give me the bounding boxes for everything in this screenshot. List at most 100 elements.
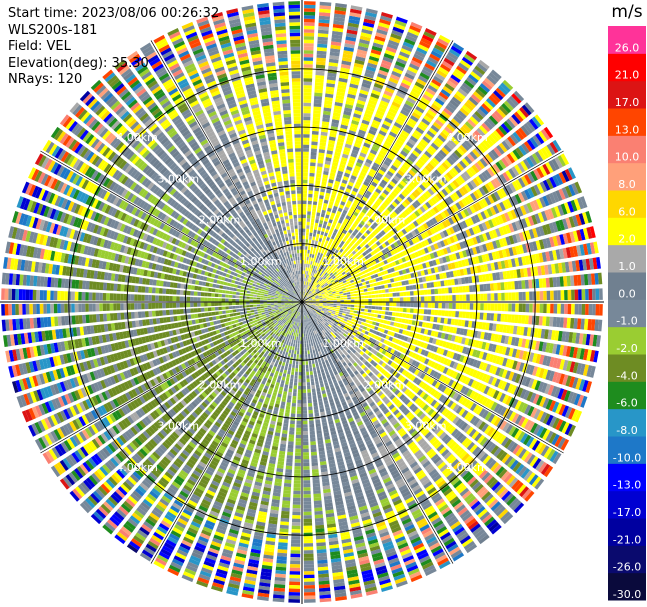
velocity-gate [597,272,603,285]
velocity-gate [404,209,411,216]
velocity-gate [551,263,556,274]
velocity-gate [302,162,309,166]
velocity-gate [360,321,366,326]
velocity-gate [481,198,489,208]
velocity-gate [360,234,366,240]
velocity-gate [566,275,571,287]
velocity-gate [438,34,451,44]
velocity-gate [306,293,309,297]
velocity-gate [485,363,492,373]
velocity-gate [375,294,379,298]
velocity-gate [405,268,410,274]
velocity-gate [444,82,455,92]
velocity-gate [349,8,362,15]
velocity-gate [321,274,326,279]
velocity-gate [305,325,308,330]
velocity-gate [486,117,496,128]
velocity-gate [308,303,313,305]
velocity-gate [394,142,402,149]
velocity-gate [381,59,392,67]
velocity-gate [366,316,371,320]
velocity-gate [472,312,477,320]
velocity-gate [526,327,532,337]
velocity-gate [552,277,557,288]
velocity-gate [471,226,478,235]
velocity-gate [476,160,486,170]
velocity-gate [340,304,344,307]
velocity-gate [459,231,465,240]
velocity-gate [594,319,599,332]
velocity-gate [514,220,522,231]
velocity-gate [332,23,344,29]
velocity-gate [532,241,538,251]
velocity-gate [338,134,346,140]
velocity-gate [378,238,384,244]
velocity-gate [523,158,532,170]
velocity-gate [353,278,358,282]
velocity-gate [444,198,451,206]
velocity-gate [346,97,355,103]
velocity-gate [428,127,438,136]
velocity-gate [384,315,389,320]
velocity-gate [406,302,411,307]
velocity-gate [335,98,344,104]
velocity-gate [409,314,414,319]
velocity-gate [346,271,351,276]
velocity-gate [472,349,478,357]
velocity-gate [332,275,336,280]
velocity-gate [396,239,402,246]
velocity-gate [458,251,464,259]
velocity-gate [427,329,432,336]
velocity-gate [450,74,461,83]
velocity-gate [319,272,323,277]
velocity-gate [335,94,345,100]
velocity-gate [430,197,438,205]
velocity-gate [459,85,471,95]
velocity-gate [340,275,345,279]
velocity-gate [572,215,579,227]
velocity-gate [337,207,343,213]
velocity-gate [307,274,310,279]
velocity-gate [333,155,340,160]
velocity-gate [331,281,336,285]
velocity-gate [344,247,349,253]
velocity-gate [365,280,370,285]
velocity-gate [547,208,555,220]
velocity-gate [375,302,379,306]
velocity-gate [364,15,377,22]
velocity-gate [329,306,334,309]
velocity-gate [488,115,499,126]
velocity-gate [310,293,314,296]
velocity-gate [304,288,306,292]
velocity-gate [379,66,390,73]
velocity-gate [417,43,429,52]
velocity-gate [375,322,380,327]
velocity-gate [454,278,459,285]
velocity-gate [382,189,390,196]
velocity-gate [469,303,474,310]
velocity-gate [395,185,402,193]
velocity-gate [348,86,358,93]
velocity-gate [497,292,502,301]
velocity-gate [396,206,403,213]
velocity-gate [534,151,544,163]
velocity-gate [462,230,469,239]
velocity-gate [387,43,398,50]
velocity-gate [497,215,504,225]
velocity-gate [559,359,566,370]
velocity-gate [517,177,526,188]
velocity-gate [315,176,321,181]
velocity-gate [472,284,477,292]
velocity-gate [307,286,310,290]
velocity-gate [488,95,499,106]
velocity-gate [385,264,390,269]
velocity-gate [357,132,365,139]
velocity-gate [548,400,557,412]
velocity-gate [311,385,316,389]
velocity-gate [422,262,427,269]
velocity-gate [549,141,559,154]
velocity-gate [451,310,456,318]
velocity-gate [325,296,330,299]
velocity-gate [573,198,581,211]
velocity-gate [316,366,320,371]
